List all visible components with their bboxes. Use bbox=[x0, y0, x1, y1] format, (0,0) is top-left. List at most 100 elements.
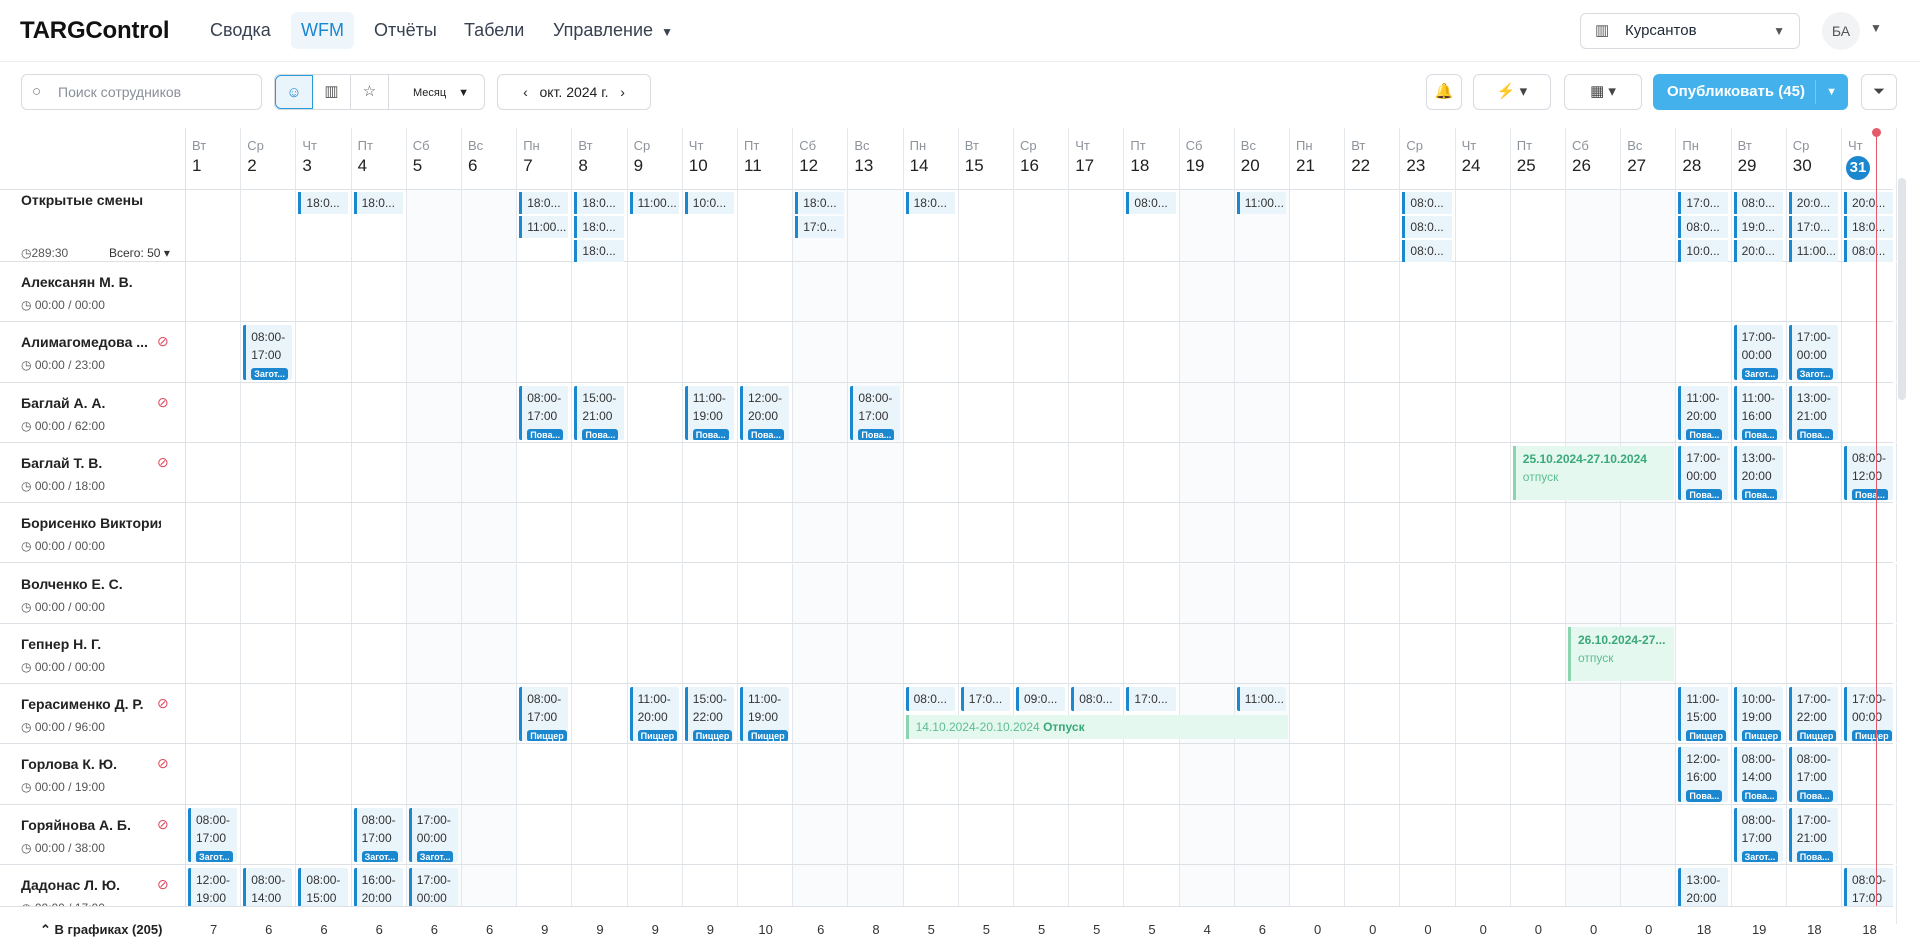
day-cell[interactable] bbox=[1842, 744, 1898, 804]
employee-cell[interactable]: Алимагомедова ... ◷ 00:00 / 23:00 ⊘ bbox=[0, 322, 186, 382]
day-cell[interactable] bbox=[1234, 442, 1290, 503]
day-cell[interactable] bbox=[517, 262, 573, 322]
day-cell[interactable] bbox=[572, 744, 628, 804]
day-cell[interactable] bbox=[1400, 804, 1456, 864]
employee-name[interactable]: Горяйнова А. Б. bbox=[21, 816, 131, 833]
shift-block[interactable]: 17:00- 00:00 Пова... bbox=[1678, 445, 1728, 501]
day-cell[interactable] bbox=[1621, 322, 1677, 382]
day-cell[interactable] bbox=[1787, 322, 1842, 382]
day-cell[interactable] bbox=[1124, 804, 1180, 864]
day-cell[interactable] bbox=[1456, 623, 1511, 684]
day-cell[interactable] bbox=[1179, 382, 1235, 442]
day-cell[interactable] bbox=[1842, 262, 1898, 322]
day-cell[interactable] bbox=[1400, 563, 1456, 623]
day-cell[interactable] bbox=[1124, 563, 1180, 623]
day-cell[interactable] bbox=[1290, 382, 1346, 442]
day-cell[interactable] bbox=[1124, 503, 1180, 563]
day-cell[interactable] bbox=[1732, 442, 1787, 503]
day-cell[interactable] bbox=[738, 442, 794, 503]
day-cell[interactable] bbox=[1069, 442, 1125, 503]
day-cell[interactable] bbox=[517, 684, 573, 744]
day-cell[interactable] bbox=[1179, 804, 1235, 864]
employee-cell[interactable]: Гепнер Н. Г. ◷ 00:00 / 00:00 bbox=[0, 623, 186, 684]
day-cell[interactable] bbox=[1400, 684, 1456, 744]
day-cell[interactable] bbox=[296, 804, 352, 864]
day-cell[interactable] bbox=[1787, 744, 1842, 804]
shift-block[interactable]: 08:00- 17:00 Загот... bbox=[1733, 807, 1783, 862]
open-shift-chip[interactable]: 18:0... bbox=[574, 216, 624, 238]
day-cell[interactable] bbox=[904, 563, 959, 623]
day-cell[interactable] bbox=[1014, 322, 1070, 382]
day-cell[interactable] bbox=[1400, 262, 1456, 322]
open-shift-chip[interactable]: 18:0... bbox=[574, 240, 624, 262]
open-shift-chip[interactable]: 18:0... bbox=[353, 192, 403, 214]
day-cell[interactable] bbox=[186, 382, 242, 442]
day-cell[interactable] bbox=[793, 623, 849, 684]
day-cell[interactable] bbox=[1179, 744, 1235, 804]
day-cell[interactable] bbox=[1124, 623, 1180, 684]
avatar[interactable]: БА bbox=[1822, 12, 1860, 50]
day-cell[interactable] bbox=[352, 262, 407, 322]
day-cell[interactable] bbox=[1621, 804, 1677, 864]
day-cell[interactable] bbox=[683, 563, 738, 623]
day-cell[interactable] bbox=[186, 262, 242, 322]
day-cell[interactable] bbox=[1842, 623, 1898, 684]
day-cell[interactable] bbox=[793, 322, 849, 382]
day-cell[interactable] bbox=[1842, 804, 1898, 864]
employee-cell[interactable]: Волченко Е. С. ◷ 00:00 / 00:00 bbox=[0, 563, 186, 623]
day-cell[interactable] bbox=[959, 442, 1014, 503]
hidden-eye-icon[interactable]: ⊘ bbox=[157, 695, 169, 712]
day-cell[interactable] bbox=[517, 623, 573, 684]
day-cell[interactable] bbox=[1842, 322, 1898, 382]
shift-block[interactable]: 08:00- 17:00 Пова... bbox=[850, 385, 900, 440]
day-cell[interactable] bbox=[1400, 865, 1456, 925]
open-shift-chip[interactable]: 18:0... bbox=[574, 192, 624, 214]
day-cell[interactable] bbox=[572, 262, 628, 322]
day-cell[interactable] bbox=[1842, 865, 1898, 925]
day-cell[interactable] bbox=[1511, 744, 1566, 804]
day-cell[interactable] bbox=[628, 744, 683, 804]
shift-block[interactable]: 08:00- 17:00 Загот... bbox=[188, 807, 238, 862]
day-cell[interactable] bbox=[1676, 382, 1732, 442]
shift-block[interactable]: 17:00- 22:00 Пиццер bbox=[1788, 687, 1838, 742]
day-cell[interactable] bbox=[1676, 865, 1732, 925]
shift-block[interactable]: 08:00- 17:00 Загот... bbox=[353, 807, 403, 862]
day-cell[interactable] bbox=[683, 865, 738, 925]
employee-name[interactable]: Волченко Е. С. bbox=[21, 575, 123, 592]
view-mode-select[interactable]: Месяц ▼ bbox=[389, 75, 484, 109]
next-period-icon[interactable]: › bbox=[620, 84, 625, 100]
day-cell[interactable] bbox=[1676, 623, 1732, 684]
day-cell[interactable] bbox=[296, 865, 352, 925]
day-cell[interactable] bbox=[1787, 865, 1842, 925]
day-cell[interactable] bbox=[738, 804, 794, 864]
day-cell[interactable] bbox=[1234, 262, 1290, 322]
shift-block[interactable]: 13:00- 20:00 Пова... bbox=[1733, 445, 1783, 501]
building-view-icon[interactable]: ▥ bbox=[313, 75, 351, 109]
day-cell[interactable] bbox=[683, 322, 738, 382]
vacation-block[interactable]: 26.10.2024-27... отпуск bbox=[1568, 626, 1675, 682]
day-cell[interactable] bbox=[1566, 382, 1622, 442]
day-cell[interactable] bbox=[738, 563, 794, 623]
day-cell[interactable] bbox=[1456, 563, 1511, 623]
chevron-down-icon[interactable]: ▼ bbox=[1826, 86, 1837, 98]
day-cell[interactable] bbox=[1621, 382, 1677, 442]
day-cell[interactable] bbox=[959, 865, 1014, 925]
day-cell[interactable] bbox=[1400, 623, 1456, 684]
shift-block[interactable]: 17:00- 00:00 Пиццер bbox=[1844, 687, 1894, 742]
day-cell[interactable] bbox=[1787, 563, 1842, 623]
employee-cell[interactable]: Баглай А. А. ◷ 00:00 / 62:00 ⊘ bbox=[0, 382, 186, 442]
day-cell[interactable] bbox=[628, 804, 683, 864]
day-cell[interactable] bbox=[793, 262, 849, 322]
day-cell[interactable] bbox=[572, 442, 628, 503]
day-cell[interactable] bbox=[1566, 744, 1622, 804]
day-cell[interactable] bbox=[241, 563, 297, 623]
day-cell[interactable] bbox=[1069, 503, 1125, 563]
day-cell[interactable] bbox=[628, 442, 683, 503]
day-cell[interactable] bbox=[628, 623, 683, 684]
open-shift-chip[interactable]: 17:0... bbox=[795, 216, 845, 238]
day-cell[interactable] bbox=[1732, 503, 1787, 563]
day-cell[interactable] bbox=[1511, 322, 1566, 382]
day-cell[interactable] bbox=[241, 804, 297, 864]
day-cell[interactable] bbox=[848, 684, 904, 744]
day-cell[interactable] bbox=[462, 744, 518, 804]
